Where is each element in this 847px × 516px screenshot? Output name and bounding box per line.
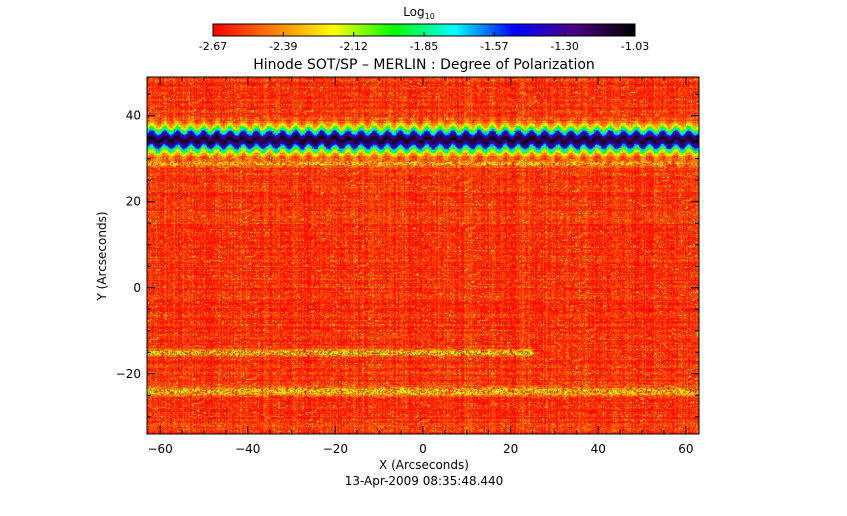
colorbar-tick-label: -1.30 — [550, 40, 578, 53]
x-tick-label: −40 — [235, 442, 260, 456]
colorbar-tick-label: -1.57 — [480, 40, 508, 53]
chart-title: Hinode SOT/SP – MERLIN : Degree of Polar… — [253, 57, 595, 73]
x-tick-label: 60 — [678, 442, 693, 456]
heatmap-image — [147, 77, 699, 434]
colorbar-tick-label: -2.39 — [269, 40, 297, 53]
x-axis-label: X (Arcseconds) — [379, 458, 469, 472]
x-tick-label: −60 — [147, 442, 172, 456]
x-tick-label: 0 — [419, 442, 427, 456]
colorbar-label: Log10 — [403, 5, 435, 21]
colorbar: Log10 -2.67 -2.39 -2.12 -1.85 -1.57 -1.30 -1.0… — [199, 5, 649, 53]
y-tick-label: 20 — [126, 195, 141, 209]
x-tick-label: 40 — [591, 442, 606, 456]
y-tick-label: −20 — [116, 367, 141, 381]
timestamp: 13-Apr-2009 08:35:48.440 — [345, 474, 504, 488]
colorbar-tick-label: -1.03 — [621, 40, 649, 53]
colorbar-ticks: -2.67 -2.39 -2.12 -1.85 -1.57 -1.30 -1.03 — [199, 32, 649, 53]
colorbar-tick-label: -2.12 — [339, 40, 367, 53]
y-axis-label: Y (Arcseconds) — [95, 211, 109, 301]
y-tick-label: 40 — [126, 109, 141, 123]
y-tick-label: 0 — [133, 281, 141, 295]
x-tick-label: −20 — [323, 442, 348, 456]
colorbar-tick-label: -1.85 — [410, 40, 438, 53]
colorbar-tick-label: -2.67 — [199, 40, 227, 53]
y-axis: −20 0 20 40 — [116, 93, 699, 418]
x-tick-label: 20 — [503, 442, 518, 456]
x-axis: −60 −40 −20 0 20 40 60 — [147, 77, 693, 456]
plot-area: −60 −40 −20 0 20 40 60 −20 0 20 40 — [116, 76, 700, 456]
